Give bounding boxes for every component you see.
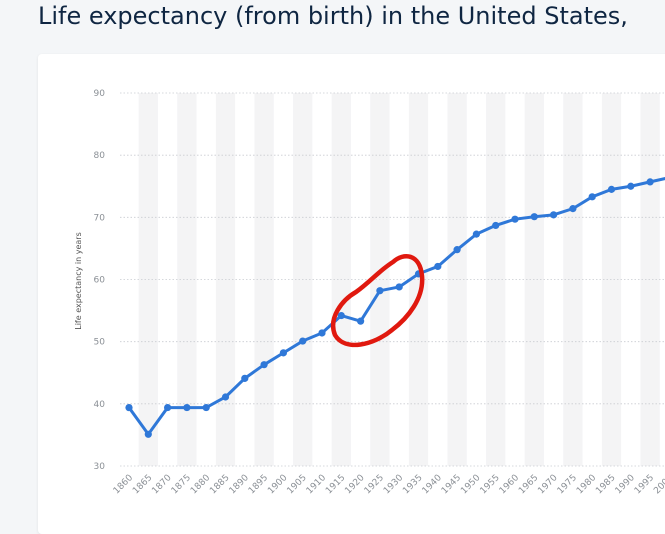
data-point[interactable] [569, 205, 577, 213]
x-tick-label: 1875 [170, 473, 193, 496]
x-tick-label: 1910 [305, 473, 328, 496]
x-tick-label: 1915 [324, 473, 347, 496]
data-point[interactable] [395, 283, 403, 291]
data-point[interactable] [646, 178, 654, 186]
data-point[interactable] [164, 403, 172, 412]
data-point[interactable] [607, 185, 616, 193]
x-tick-label: 1985 [594, 473, 617, 496]
data-point[interactable] [144, 430, 152, 438]
grid-lines [120, 92, 665, 467]
x-tick-label: 1935 [401, 473, 424, 496]
y-tick-label: 70 [94, 213, 106, 223]
data-point[interactable] [453, 246, 461, 254]
x-tick-label: 1895 [247, 473, 270, 496]
y-tick-label: 80 [94, 151, 106, 161]
y-axis-label: Life expectancy in years [74, 232, 83, 330]
data-point[interactable] [550, 211, 558, 219]
x-tick-label: 1950 [459, 473, 482, 496]
data-point[interactable] [627, 182, 635, 190]
data-point[interactable] [434, 262, 442, 271]
x-tick-label: 1970 [536, 473, 559, 496]
data-point[interactable] [376, 287, 384, 295]
x-tick-label: 1865 [131, 473, 154, 496]
grid-band [640, 93, 660, 466]
x-tick-label: 1975 [556, 473, 579, 496]
x-tick-label: 1860 [112, 473, 135, 496]
x-tick-label: 1955 [479, 473, 502, 496]
x-tick-label: 1880 [189, 473, 212, 496]
y-tick-label: 90 [94, 89, 106, 99]
data-point[interactable] [318, 329, 326, 337]
x-tick-label: 1945 [440, 473, 463, 496]
data-point[interactable] [472, 230, 480, 238]
y-tick-label: 60 [94, 276, 106, 286]
y-tick-label: 50 [94, 338, 106, 348]
data-point[interactable] [357, 317, 365, 325]
x-tick-label: 1995 [633, 473, 656, 496]
data-point[interactable] [260, 361, 268, 369]
x-tick-label: 1925 [363, 473, 386, 496]
x-tick-label: 1965 [517, 473, 540, 496]
annotation-circle [331, 254, 425, 348]
data-point[interactable] [241, 374, 249, 382]
series-line [125, 177, 665, 438]
x-axis-ticks: 1860186518701875188018851890189519001905… [112, 473, 665, 496]
x-tick-label: 1930 [382, 473, 405, 496]
data-point[interactable] [125, 403, 133, 412]
data-point[interactable] [202, 403, 210, 412]
x-tick-label: 1905 [286, 473, 309, 496]
data-point[interactable] [183, 403, 191, 412]
page-title: Life expectancy (from birth) in the Unit… [38, 2, 628, 30]
x-tick-label: 1990 [614, 473, 637, 496]
x-tick-label: 1920 [343, 473, 366, 496]
x-tick-label: 1885 [208, 473, 231, 496]
x-tick-label: 1980 [575, 473, 598, 496]
x-tick-label: 1890 [228, 473, 251, 496]
y-tick-label: 40 [94, 400, 106, 410]
data-point[interactable] [279, 349, 287, 357]
data-point[interactable] [492, 221, 500, 230]
data-point[interactable] [299, 337, 307, 345]
y-tick-label: 30 [94, 462, 106, 472]
series-line-path [127, 177, 665, 436]
x-tick-label: 1960 [498, 473, 521, 496]
x-tick-label: 2000 [652, 473, 665, 496]
x-tick-label: 1940 [421, 473, 444, 496]
data-point[interactable] [588, 193, 596, 201]
data-point[interactable] [511, 215, 519, 223]
x-tick-label: 1870 [150, 473, 173, 496]
data-point[interactable] [221, 393, 230, 401]
y-axis-ticks: 30 40 50 60 70 80 90 [94, 89, 106, 472]
data-point[interactable] [530, 213, 538, 221]
x-tick-label: 1900 [266, 473, 289, 496]
data-point[interactable] [337, 311, 345, 320]
